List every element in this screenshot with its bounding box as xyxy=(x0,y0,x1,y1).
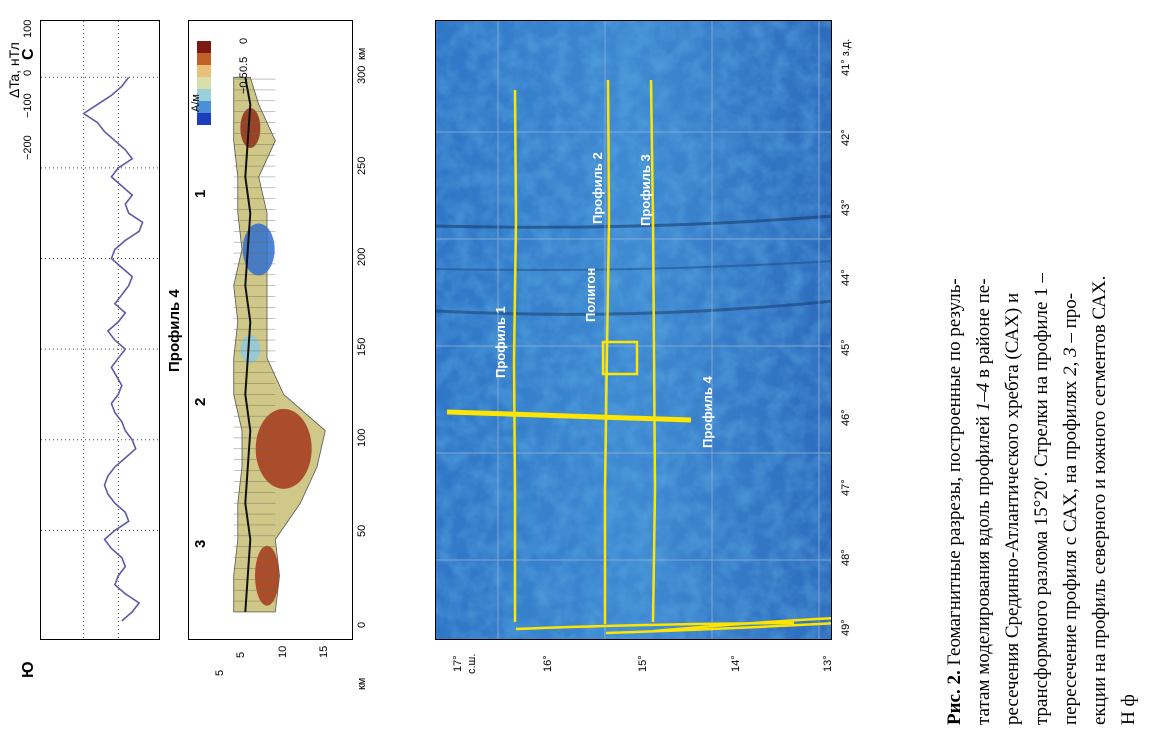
lon-tick: 47° xyxy=(840,479,852,496)
colorbar-cell xyxy=(197,41,211,53)
caption-line-4: трансформного разлома 15°20′. Стрелки на… xyxy=(1031,273,1052,725)
anomaly-curve-line xyxy=(82,76,144,622)
section-xtick: 250 xyxy=(356,156,368,175)
section-anomaly xyxy=(240,335,261,364)
profile-2-line xyxy=(605,622,831,635)
map-svg xyxy=(436,21,831,639)
caption-label: Рис. 2. xyxy=(944,670,965,725)
lon-tick: 48° xyxy=(840,549,852,566)
profile-1-label: Профиль 1 xyxy=(493,306,508,378)
lat-17: 17° xyxy=(452,655,464,672)
lat-15: 15° xyxy=(637,655,649,672)
magnetization-section-plot xyxy=(197,41,326,613)
section-xunit: км xyxy=(356,47,368,60)
curve-ytick-0: 0 xyxy=(22,69,34,76)
caption-line-2i: 1–4 xyxy=(973,382,994,412)
profile-4-label: Профиль 4 xyxy=(700,376,715,448)
section-ytick-unit: км xyxy=(356,677,368,690)
section-xtick: 100 xyxy=(356,428,368,447)
caption-line-5a: пересечение профиля с САХ, на профилях xyxy=(1060,375,1081,725)
lat-14: 14° xyxy=(730,655,742,672)
lat-suffix: с.ш. xyxy=(466,653,478,674)
marker-1: 1 xyxy=(192,189,209,198)
section-anomaly xyxy=(255,408,312,489)
colorbar-cell xyxy=(197,89,211,101)
section-xtick: 300 xyxy=(356,65,368,85)
colorbar-tick-neg: −0.5 xyxy=(238,72,250,94)
section-ytick: 15 xyxy=(318,645,331,658)
caption-line-2b: в районе пе- xyxy=(973,278,994,383)
colorbar-cell xyxy=(197,101,211,113)
lat-13: 13° xyxy=(822,655,834,672)
colorbar-cell xyxy=(197,65,211,77)
section-anomaly xyxy=(242,223,275,276)
map-profiles-overlay xyxy=(446,79,692,624)
profile-2-label: Профиль 2 xyxy=(590,152,605,224)
anomaly-curve-plot xyxy=(41,21,161,641)
caption-line-7: Н ф xyxy=(1118,694,1139,725)
profile-3-line xyxy=(653,616,831,633)
colorbar-cell xyxy=(197,113,211,125)
marker-3: 3 xyxy=(192,539,209,548)
section-ytick-5: 5 xyxy=(214,669,226,676)
anomaly-curve-panel xyxy=(40,20,161,641)
lon-tick: 43° xyxy=(840,199,852,216)
lon-tick: 44° xyxy=(840,269,852,286)
profile-3 xyxy=(649,79,657,623)
lon-tick: 41° з.д. xyxy=(840,38,852,76)
polygon-box xyxy=(601,340,639,376)
section-anomaly xyxy=(240,108,261,148)
polygon-label: Полигон xyxy=(583,267,598,322)
basement-line xyxy=(244,77,252,612)
lon-tick: 42° xyxy=(840,129,852,146)
lon-tick: 46° xyxy=(840,409,852,426)
curve-ytick-100: 100 xyxy=(22,19,34,38)
lon-tick: 45° xyxy=(840,339,852,356)
profile-1 xyxy=(512,89,518,622)
caption-line-6: екции на профиль северного и южного сегм… xyxy=(1089,275,1110,725)
south-label: Ю xyxy=(20,661,37,679)
lat-16: 16° xyxy=(542,655,554,672)
section-anomaly xyxy=(255,545,279,606)
colorbar-tick-pos: 0.5 xyxy=(238,56,250,72)
section-ytick: 10 xyxy=(276,645,289,658)
colorbar-tick-zero: 0 xyxy=(238,37,250,44)
section-xtick: 150 xyxy=(356,337,368,357)
colorbar-cell xyxy=(197,53,211,65)
north-label: С xyxy=(20,48,37,60)
caption-line-1: Геомагнитные разрезы, построенные по рез… xyxy=(944,278,965,671)
section-xtick: 200 xyxy=(356,247,368,266)
lon-tick: 49° xyxy=(840,619,852,636)
caption-line-5i: 2, 3 xyxy=(1060,347,1081,376)
caption-line-5b: – про- xyxy=(1060,292,1081,348)
section-xtick: 50 xyxy=(356,525,368,538)
colorbar-unit: А/м xyxy=(190,94,202,112)
marker-2: 2 xyxy=(192,397,209,406)
caption-line-3: ресечения Срединно-Атлантического хребта… xyxy=(1002,292,1023,725)
section-ytick: 5 xyxy=(235,651,247,658)
caption-text: Рис. 2. Геомагнитные разрезы, построенны… xyxy=(940,0,1143,725)
profile-2 xyxy=(603,79,611,624)
colorbar-cell xyxy=(197,77,211,89)
section-xtick: 0 xyxy=(356,621,368,628)
profile-3-label: Профиль 3 xyxy=(638,154,653,226)
curve-ytick-minus100: −100 xyxy=(22,93,34,118)
caption-line-2a: татам моделирования вдоль профилей xyxy=(973,411,994,725)
curve-ytick-minus200: −200 xyxy=(22,135,34,160)
magnetization-section-panel xyxy=(188,20,353,640)
bathymetry-map xyxy=(435,20,832,640)
profile-4 xyxy=(446,409,692,423)
curve-title: Профиль 4 xyxy=(166,289,183,372)
